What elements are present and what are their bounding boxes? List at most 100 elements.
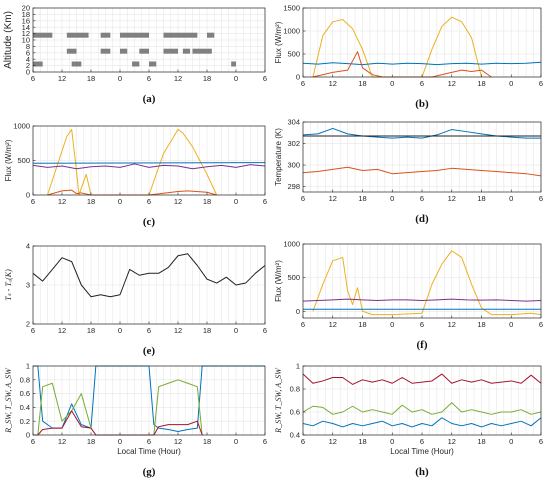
x-tick-label: 6: [420, 194, 424, 203]
x-axis: 6 12 18 0 6 12 18 0 6: [31, 192, 267, 206]
y-tick-label: 3: [26, 281, 30, 290]
grid-lines: [302, 121, 542, 192]
y-tick-label: 0.8: [290, 385, 300, 394]
x-tick-label: 12: [329, 194, 337, 203]
x-tick-label: 0: [234, 197, 238, 206]
y-tick-label: 0.8: [20, 375, 30, 384]
y-tick-label: 500: [17, 156, 30, 165]
y-tick-label: 1: [296, 362, 300, 371]
x-tick-label: 6: [301, 79, 305, 88]
x-tick-label: 12: [174, 437, 182, 446]
x-tick-label: 6: [539, 79, 543, 88]
x-axis: 6 12 18 0 6 12 18 0 6: [301, 432, 543, 446]
y-axis-label: Tₛ - Tₐ(K): [4, 269, 13, 301]
panel-label: (e): [143, 345, 156, 357]
x-axis: 6 12 18 0 6 12 18 0 6: [31, 432, 267, 446]
cloud-bar-2-1: [71, 61, 82, 67]
y-tick-label: 12: [22, 29, 30, 38]
y-axis: 0 500 1000: [283, 240, 306, 316]
cloud-bar-1-6: [192, 48, 212, 54]
y-tick-label: 14: [22, 23, 30, 32]
cloud-bar-1-4: [163, 48, 178, 54]
x-tick-label: 12: [448, 320, 456, 329]
panel-g: 6 12 18 0 6 12 18 0 600.20.40.60.81R_SW, T_SW, A…: [4, 362, 267, 478]
cloud-bar-1-5: [182, 48, 191, 54]
x-tick-label: 12: [58, 74, 66, 83]
cloud-bar-1-3: [139, 48, 149, 54]
x-axis: 6 12 18 0 6 12 18 0 6: [301, 189, 543, 203]
x-tick-label: 18: [477, 437, 485, 446]
x-tick-label: 0: [390, 437, 394, 446]
y-tick-label: 302: [287, 139, 300, 148]
x-tick-label: 6: [263, 197, 267, 206]
y-axis-label: Flux (W/m²): [4, 139, 13, 181]
x-tick-label: 18: [203, 74, 211, 83]
x-tick-label: 0: [118, 437, 122, 446]
panel-label: (g): [143, 466, 156, 478]
x-tick-label: 6: [263, 326, 267, 335]
y-tick-label: 0.4: [290, 431, 300, 440]
y-tick-label: 4: [26, 55, 30, 64]
series-line-blue: [302, 417, 542, 428]
cloud-bar-1-0: [66, 48, 77, 54]
y-tick-label: 18: [22, 10, 30, 19]
y-axis-label: Temperature (K): [274, 128, 283, 186]
series-line-blue: [302, 61, 542, 66]
data-layer: [302, 373, 542, 428]
data-layer: [33, 32, 236, 67]
y-axis: 0 500 1000 1500: [283, 4, 306, 82]
y-tick-label: 1000: [283, 27, 300, 36]
x-tick-label: 6: [420, 437, 424, 446]
y-tick-label: 500: [287, 273, 300, 282]
x-tick-label: 18: [87, 326, 95, 335]
panel-label: (d): [415, 213, 429, 225]
x-tick-label: 18: [203, 326, 211, 335]
series-line-black: [32, 253, 266, 298]
y-tick-label: 0.4: [20, 403, 30, 412]
y-tick-label: 0.6: [20, 389, 30, 398]
y-tick-label: 2: [26, 61, 30, 70]
panel-label: (f): [417, 339, 428, 351]
panel-label: (a): [143, 93, 156, 105]
panel-label: (b): [415, 98, 429, 110]
cloud-bar-2-3: [149, 61, 157, 67]
x-tick-label: 12: [58, 197, 66, 206]
x-tick-label: 12: [174, 74, 182, 83]
x-tick-label: 6: [301, 320, 305, 329]
y-tick-label: 298: [287, 182, 300, 191]
x-tick-label: 0: [118, 326, 122, 335]
x-tick-label: 6: [263, 74, 267, 83]
x-tick-label: 12: [329, 320, 337, 329]
y-axis-label: R_SW, T_SW, A_SW: [4, 367, 13, 434]
grid-lines: [32, 245, 266, 325]
x-tick-label: 0: [390, 79, 394, 88]
x-tick-label: 6: [147, 197, 151, 206]
x-tick-label: 18: [477, 320, 485, 329]
cloud-bar-1-2: [120, 48, 128, 54]
y-tick-label: 0: [296, 307, 300, 316]
y-tick-label: 10: [22, 36, 30, 45]
x-tick-label: 0: [234, 437, 238, 446]
x-tick-label: 12: [58, 326, 66, 335]
y-axis: 0.4 0.6 0.8 1: [290, 362, 306, 440]
y-axis: 2 3 4: [26, 242, 36, 329]
x-axis: 6 12 18 0 6 12 18 0 6: [301, 74, 543, 88]
x-tick-label: 6: [539, 437, 543, 446]
x-axis: 6 12 18 0 6 12 18 0 6: [301, 315, 543, 329]
data-layer: [302, 250, 542, 316]
series-line-purple: [302, 298, 542, 302]
cloud-bar-0-2: [100, 32, 111, 38]
x-tick-label: 18: [477, 194, 485, 203]
x-tick-label: 12: [174, 197, 182, 206]
x-axis: 6 12 18 0 6 12 18 0 6: [31, 69, 267, 83]
panel-label: (h): [415, 466, 429, 478]
x-tick-label: 18: [358, 320, 366, 329]
x-tick-label: 18: [87, 74, 95, 83]
cloud-bar-1-1: [100, 48, 111, 54]
series-line-red: [302, 166, 542, 177]
x-tick-label: 6: [147, 326, 151, 335]
cloud-bar-2-0: [33, 61, 43, 67]
